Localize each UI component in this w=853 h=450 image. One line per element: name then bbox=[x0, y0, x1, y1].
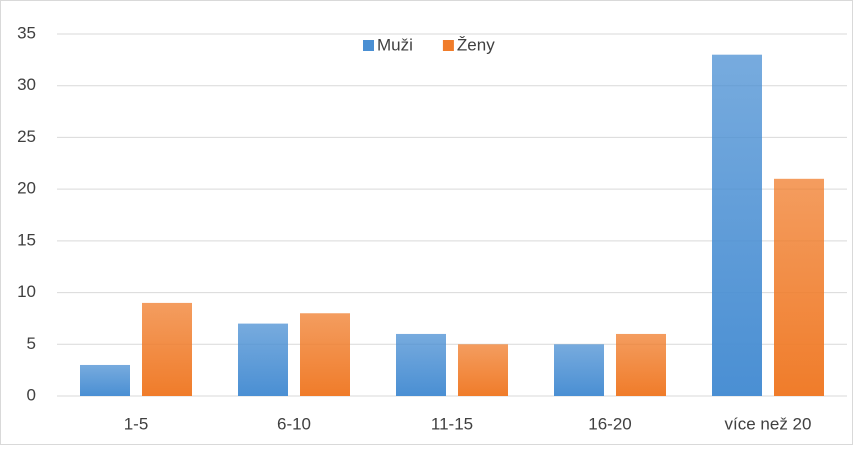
y-tick-label: 35 bbox=[17, 23, 36, 42]
bar bbox=[80, 364, 130, 396]
y-tick-label: 0 bbox=[27, 385, 36, 404]
bar bbox=[238, 323, 288, 396]
bar bbox=[774, 178, 824, 396]
x-tick-label: 6-10 bbox=[277, 414, 311, 433]
bar bbox=[554, 344, 604, 396]
legend-swatch bbox=[363, 40, 374, 51]
bar bbox=[712, 54, 762, 396]
bar bbox=[616, 333, 666, 396]
legend-label: Ženy bbox=[457, 35, 495, 54]
bar bbox=[396, 333, 446, 396]
y-tick-label: 25 bbox=[17, 127, 36, 146]
legend-swatch bbox=[442, 40, 454, 51]
y-tick-label: 30 bbox=[17, 75, 36, 94]
bar bbox=[300, 313, 350, 396]
y-tick-label: 5 bbox=[27, 334, 36, 353]
y-tick-label: 10 bbox=[17, 282, 36, 301]
legend-label: Muži bbox=[377, 35, 413, 54]
x-tick-label: 11-15 bbox=[431, 414, 473, 433]
x-tick-label: 16-20 bbox=[588, 414, 631, 433]
bar bbox=[142, 302, 192, 396]
x-tick-label: 1-5 bbox=[124, 414, 149, 433]
y-tick-label: 15 bbox=[17, 230, 36, 249]
y-tick-label: 20 bbox=[17, 179, 36, 198]
bar bbox=[458, 344, 508, 396]
x-tick-label: více než 20 bbox=[725, 414, 812, 433]
